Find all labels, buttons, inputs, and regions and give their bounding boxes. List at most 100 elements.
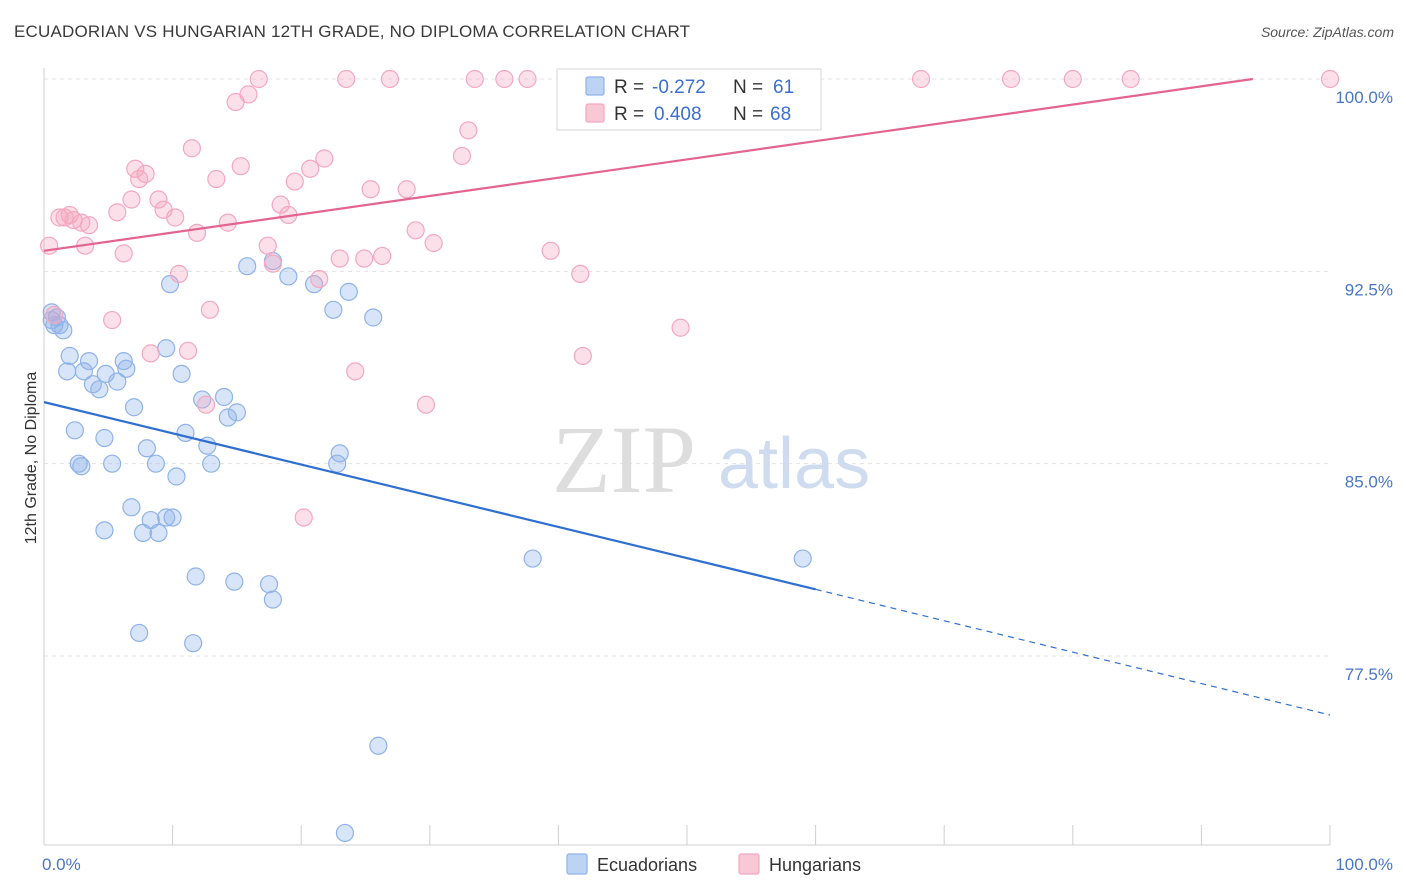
- hungarian-point: [911, 69, 931, 89]
- ecuadorian-point: [186, 567, 205, 586]
- axes: [43, 68, 1331, 846]
- ecuadorian-point: [103, 454, 122, 473]
- x-tick-label: 0.0%: [42, 855, 81, 874]
- hungarian-point: [1001, 69, 1021, 89]
- legend-r-value-2: 0.408: [654, 104, 702, 125]
- ecuadorian-point: [793, 549, 812, 568]
- hungarian-point: [315, 149, 334, 168]
- y-tick-label: 100.0%: [1335, 88, 1393, 107]
- y-tick-label: 77.5%: [1345, 665, 1393, 684]
- ecuadorian-point: [146, 454, 165, 473]
- ecuadorian-point: [167, 467, 186, 486]
- ecuadorian-point: [304, 275, 324, 294]
- ecuadorian-point: [157, 508, 176, 527]
- hungarian-point: [239, 85, 258, 104]
- ecuadorian-point: [122, 498, 141, 517]
- hungarian-point: [200, 300, 219, 319]
- ecuadorian-point: [259, 575, 279, 594]
- ecuadorian-point: [79, 351, 99, 371]
- series-swatch-ecuadorians: [566, 853, 588, 875]
- hungarian-point: [45, 305, 64, 325]
- hungarian-point: [459, 121, 478, 140]
- x-tick-label: 100.0%: [1335, 855, 1393, 874]
- hungarian-point: [573, 346, 592, 366]
- hungarian-point: [231, 157, 250, 176]
- hungarian-point: [207, 169, 226, 189]
- hungarian-point: [79, 216, 99, 235]
- ecuadorian-point: [90, 380, 109, 399]
- legend-r-value-1: -0.272: [652, 77, 706, 98]
- ecuadorian-point: [72, 457, 91, 476]
- legend-n-value-2: 68: [770, 104, 791, 125]
- hungarian-point: [346, 362, 365, 381]
- hungarian-point: [406, 221, 425, 240]
- hungarian-point: [294, 508, 313, 527]
- ecuadorian-trend-line: [43, 401, 816, 591]
- watermark-zip: ZIP: [552, 406, 696, 513]
- hungarian-point: [518, 69, 537, 89]
- ecuadorian-point: [279, 267, 298, 286]
- hungarian-point: [249, 69, 268, 89]
- stats-legend: R = -0.272 N = 61 R = 0.408 N = 68: [556, 68, 822, 131]
- hungarian-point: [166, 208, 185, 227]
- hungarian-point: [330, 249, 349, 268]
- ecuadorian-point: [335, 823, 355, 843]
- series-label-ecuadorians: Ecuadorians: [597, 855, 697, 875]
- ecuadorian-point: [202, 454, 221, 473]
- hungarian-point: [465, 69, 484, 89]
- hungarian-point: [136, 164, 155, 183]
- hungarian-point: [424, 234, 443, 253]
- hungarian-point: [337, 69, 356, 89]
- ecuadorian-point: [114, 351, 133, 371]
- watermark: ZIP atlas: [552, 406, 870, 513]
- x-tick-labels: 0.0% 100.0%: [42, 855, 1393, 874]
- ecuadorian-point: [137, 439, 156, 458]
- hungarian-point: [1320, 69, 1340, 89]
- ecuadorian-point: [157, 339, 176, 358]
- ecuadorian-point: [339, 282, 358, 301]
- ecuadorian-point: [47, 308, 66, 327]
- hungarian-point: [452, 146, 472, 166]
- hungarian-point: [671, 318, 690, 337]
- hungarian-point: [380, 69, 400, 89]
- ecuadorian-trend-extension: [815, 588, 1331, 716]
- legend-swatch-ecuadorians: [585, 76, 605, 96]
- ecuadorian-point: [330, 444, 349, 463]
- legend-n-label-1: N =: [733, 77, 763, 98]
- hungarian-point: [263, 254, 283, 273]
- hungarian-point: [149, 190, 168, 209]
- y-tick-label: 92.5%: [1345, 280, 1393, 299]
- series-swatch-hungarians: [738, 853, 760, 875]
- legend-n-label-2: N =: [733, 104, 763, 125]
- y-tick-label: 85.0%: [1345, 473, 1393, 492]
- hungarian-point: [495, 69, 514, 89]
- ecuadorian-point: [95, 521, 114, 540]
- ecuadorian-points: [42, 251, 812, 843]
- hungarian-point: [258, 236, 277, 255]
- hungarian-point: [108, 203, 127, 222]
- hungarian-trend-line: [43, 77, 1253, 252]
- hungarian-point: [416, 395, 436, 414]
- hungarian-point: [397, 180, 416, 199]
- source-label: Source: ZipAtlas.com: [1260, 24, 1394, 40]
- ecuadorian-point: [238, 257, 257, 276]
- hungarian-point: [141, 344, 160, 363]
- y-tick-labels: 77.5% 85.0% 92.5% 100.0%: [1335, 88, 1393, 684]
- ecuadorian-point: [218, 408, 237, 427]
- ecuadorian-point: [149, 523, 168, 543]
- ecuadorian-point: [108, 372, 127, 391]
- hungarian-point: [271, 195, 290, 214]
- ecuadorian-point: [130, 623, 149, 643]
- legend-r-label-1: R =: [614, 77, 644, 98]
- ecuadorian-point: [227, 403, 246, 422]
- ecuadorian-point: [184, 634, 203, 653]
- ecuadorian-point: [364, 308, 383, 327]
- ecuadorian-point: [58, 362, 77, 381]
- watermark-atlas: atlas: [718, 424, 870, 504]
- hungarian-point: [285, 172, 304, 191]
- hungarian-point: [114, 244, 133, 263]
- chart-title: ECUADORIAN VS HUNGARIAN 12TH GRADE, NO D…: [14, 22, 691, 41]
- ecuadorian-point: [263, 590, 283, 609]
- ecuadorian-point: [523, 549, 542, 568]
